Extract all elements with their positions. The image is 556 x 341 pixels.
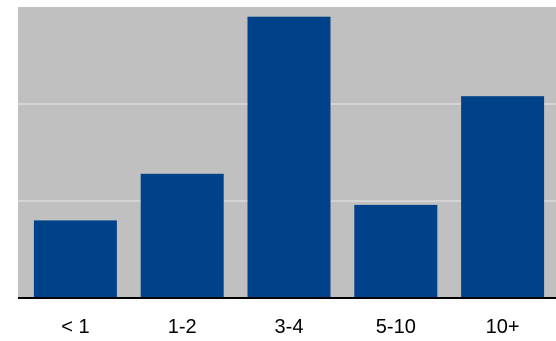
- x-tick-label-3: 5-10: [376, 316, 416, 338]
- x-tick-label-0: < 1: [61, 316, 89, 338]
- bar-2: [247, 16, 331, 298]
- bar-3: [354, 204, 438, 298]
- x-tick-labels: < 1 1-2 3-4 5-10 10+: [61, 316, 519, 338]
- x-tick-label-2: 3-4: [275, 316, 304, 338]
- bar-4: [461, 96, 545, 298]
- x-tick-label-4: 10+: [486, 316, 520, 338]
- bar-1: [140, 173, 224, 298]
- bars: [33, 16, 545, 298]
- bar-0: [33, 220, 117, 298]
- x-tick-label-1: 1-2: [168, 316, 197, 338]
